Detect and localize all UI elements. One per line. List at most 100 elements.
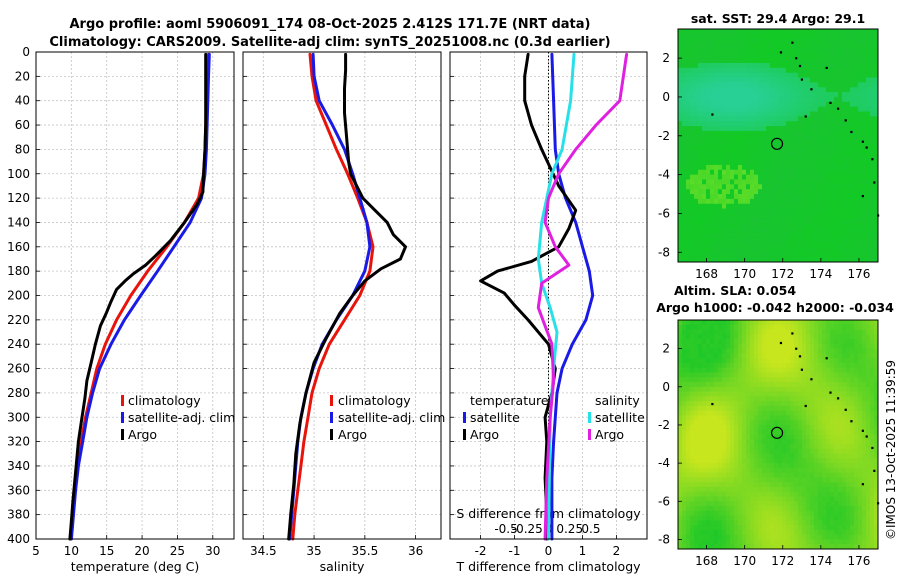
- map-cell: [686, 242, 691, 248]
- map-cell: [778, 38, 783, 44]
- map-cell: [722, 506, 727, 512]
- map-cell: [750, 208, 755, 214]
- map-cell: [870, 510, 875, 516]
- map-cell: [686, 382, 691, 388]
- map-cell: [858, 453, 863, 459]
- map-cell: [698, 534, 703, 540]
- map-cell: [734, 87, 739, 93]
- map-cell: [734, 453, 739, 459]
- map-cell: [834, 458, 839, 464]
- map-cell: [854, 189, 859, 195]
- map-cell: [714, 501, 719, 507]
- map-cell: [790, 377, 795, 383]
- map-cell: [742, 420, 747, 426]
- map-cell: [694, 29, 699, 35]
- map-cell: [838, 189, 843, 195]
- map-cell: [786, 160, 791, 166]
- map-cell: [818, 72, 823, 78]
- map-cell: [798, 53, 803, 59]
- map-cell: [858, 410, 863, 416]
- legend-swatch-climatology: [330, 395, 333, 406]
- map-cell: [726, 252, 731, 258]
- map-cell: [850, 320, 855, 326]
- map-cell: [818, 189, 823, 195]
- legend-label-satellite: satellite-adj. clim: [338, 410, 445, 425]
- map-cell: [730, 529, 735, 536]
- map-cell: [846, 252, 851, 258]
- map-cell: [766, 96, 771, 103]
- map-cell: [790, 232, 795, 239]
- map-cell: [870, 232, 875, 239]
- y-tick-label: 140: [7, 215, 30, 229]
- map-cell: [814, 237, 819, 243]
- map-cell: [758, 410, 763, 416]
- map-cell: [846, 257, 851, 263]
- map-cell: [862, 486, 867, 493]
- map-cell: [710, 339, 715, 345]
- map-cell: [830, 145, 835, 151]
- legend-swatch-sal-satellite: [588, 412, 591, 423]
- map-cell: [858, 424, 863, 431]
- map-cell: [850, 160, 855, 166]
- map-cell: [810, 444, 815, 450]
- map-cell: [762, 434, 767, 440]
- map-cell: [774, 67, 779, 74]
- map-cell: [818, 391, 823, 397]
- map-cell: [814, 353, 819, 359]
- map-cell: [830, 257, 835, 263]
- map-cell: [730, 320, 735, 326]
- map-cell: [794, 252, 799, 258]
- map-cell: [682, 405, 687, 412]
- map-cell: [834, 247, 839, 253]
- map-cell: [850, 444, 855, 450]
- map-cell: [706, 472, 711, 478]
- map-cell: [726, 228, 731, 234]
- map-cell: [862, 213, 867, 219]
- map-cell: [866, 140, 871, 146]
- map-cell: [818, 164, 823, 171]
- map-cell: [874, 164, 879, 171]
- map-cell: [718, 150, 723, 156]
- map-cell: [698, 38, 703, 44]
- map-cell: [762, 106, 767, 112]
- map-cell: [702, 439, 707, 445]
- map-cell: [694, 501, 699, 507]
- map-cell: [714, 377, 719, 383]
- map-cell: [810, 116, 815, 122]
- map-cell: [854, 362, 859, 369]
- map-cell: [874, 463, 879, 469]
- map-cell: [730, 77, 735, 83]
- map-cell: [782, 194, 787, 200]
- map-cell: [766, 396, 771, 402]
- map-cell: [866, 510, 871, 516]
- map-x-tick-label: 170: [733, 267, 756, 281]
- map-cell: [774, 515, 779, 521]
- map-cell: [850, 415, 855, 421]
- map-cell: [714, 121, 719, 127]
- map-cell: [766, 140, 771, 146]
- map-cell: [690, 223, 695, 229]
- map-cell: [762, 386, 767, 392]
- map-cell: [722, 101, 727, 108]
- map-cell: [830, 353, 835, 359]
- map-cell: [702, 174, 707, 180]
- map-cell: [830, 179, 835, 185]
- map-cell: [838, 174, 843, 180]
- map-cell: [766, 448, 771, 454]
- map-cell: [810, 415, 815, 421]
- map-cell: [762, 501, 767, 507]
- map-cell: [790, 82, 795, 88]
- map-cell: [710, 405, 715, 412]
- map-cell: [702, 121, 707, 127]
- map-cell: [818, 106, 823, 112]
- map-cell: [810, 179, 815, 185]
- map-cell: [830, 343, 835, 350]
- map-cell: [718, 198, 723, 205]
- map-cell: [874, 247, 879, 253]
- map-cell: [730, 486, 735, 493]
- map-cell: [790, 358, 795, 364]
- map-cell: [818, 520, 823, 526]
- map-cell: [754, 353, 759, 359]
- map-cell: [874, 43, 879, 49]
- map-cell: [766, 324, 771, 330]
